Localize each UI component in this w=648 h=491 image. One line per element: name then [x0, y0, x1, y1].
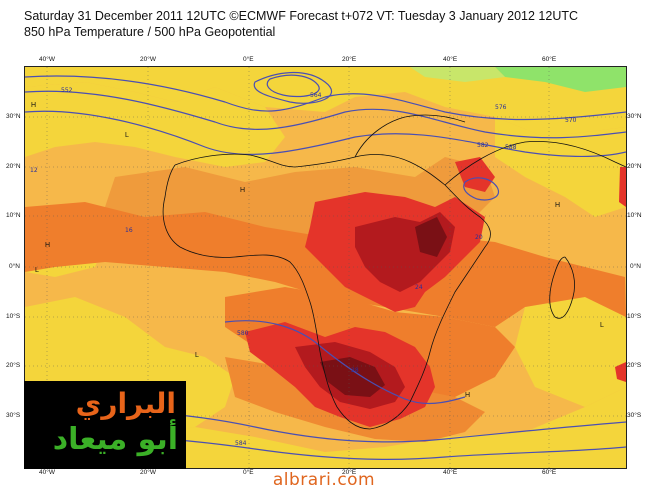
lat-label-right-10s: 10°S — [627, 313, 642, 320]
lat-label-right-10n: 10°N — [627, 212, 642, 219]
contour-label: 564 — [310, 92, 322, 99]
lon-label-top-40w: 40°W — [39, 56, 55, 63]
lon-label-top-0e: 0°E — [243, 56, 254, 63]
lat-label-right-30n: 30°N — [627, 113, 642, 120]
lat-label-left-30n: 30°N — [6, 113, 21, 120]
lon-label-top-20w: 20°W — [140, 56, 156, 63]
cool-patch-lightgreen — [410, 67, 505, 82]
cool-region-indian-ocean — [515, 297, 626, 407]
contour-label: 16 — [125, 227, 133, 234]
low-pressure-marker: L — [600, 322, 604, 329]
lat-label-left-10n: 10°N — [6, 212, 21, 219]
lat-label-left-20n: 20°N — [6, 163, 21, 170]
mediterranean-coast — [354, 114, 466, 158]
extreme-heat-core-north — [415, 217, 447, 257]
contour-label: 570 — [565, 117, 577, 124]
lat-label-left-10s: 10°S — [6, 313, 21, 320]
lat-label-left-20s: 20°S — [6, 362, 21, 369]
contour-line — [463, 177, 499, 201]
contour-line — [224, 320, 466, 405]
contour-label: 20 — [475, 234, 483, 241]
lat-label-right-20s: 20°S — [627, 362, 642, 369]
graticule — [25, 67, 626, 468]
contour-line — [25, 110, 626, 158]
cool-region-north-atlantic — [25, 82, 285, 167]
lon-label-bottom-40w: 40°W — [39, 469, 55, 476]
contour-label: 582 — [477, 142, 489, 149]
lat-label-right-0n: 0°N — [630, 263, 641, 270]
contour-label: 576 — [495, 104, 507, 111]
lon-label-bottom-20e: 20°E — [342, 469, 357, 476]
high-pressure-marker: H — [45, 242, 50, 249]
cold-patch-green — [495, 67, 626, 92]
map-title: Saturday 31 December 2011 12UTC ©ECMWF F… — [24, 8, 578, 40]
high-pressure-marker: H — [31, 102, 36, 109]
contour-label: 24 — [415, 284, 423, 291]
lon-label-top-60e: 60°E — [542, 56, 557, 63]
lon-label-top-40e: 40°E — [443, 56, 458, 63]
high-pressure-marker: H — [240, 187, 245, 194]
lat-label-left-0n: 0°N — [9, 263, 20, 270]
contour-label: 580 — [237, 330, 249, 337]
lon-label-bottom-60e: 60°E — [542, 469, 557, 476]
watermark-line-1: البراري — [75, 387, 176, 420]
watermark-logo: البراري أبو ميعاد — [24, 381, 186, 469]
extreme-heat-core-south — [320, 357, 385, 397]
contour-line — [25, 90, 626, 139]
lon-label-bottom-0e: 0°E — [243, 469, 254, 476]
watermark-line-2: أبو ميعاد — [52, 422, 178, 457]
coastlines — [162, 114, 626, 430]
cool-band-north — [25, 67, 626, 137]
high-pressure-marker: H — [555, 202, 560, 209]
arabia-coast — [444, 141, 626, 186]
contour-labels: 552 564 576 588 12 16 20 24 28 580 584 5… — [30, 87, 577, 447]
hot-patch-madagascar-east — [615, 362, 626, 382]
madagascar-coast — [549, 256, 575, 319]
low-pressure-marker: L — [35, 267, 39, 274]
lon-label-top-20e: 20°E — [342, 56, 357, 63]
site-name: albrari.com — [272, 470, 376, 490]
fields-line: 850 hPa Temperature / 500 hPa Geopotenti… — [24, 25, 276, 39]
lat-label-left-30s: 30°S — [6, 412, 21, 419]
high-pressure-marker: H — [465, 392, 470, 399]
contour-label: 28 — [351, 367, 359, 374]
contour-label: 588 — [505, 144, 517, 151]
lon-label-bottom-40e: 40°E — [443, 469, 458, 476]
contour-label: 552 — [61, 87, 73, 94]
lon-label-bottom-20w: 20°W — [140, 469, 156, 476]
contour-label: 584 — [235, 440, 247, 447]
forecast-line: Saturday 31 December 2011 12UTC ©ECMWF F… — [24, 9, 579, 23]
lat-label-right-20n: 20°N — [627, 163, 642, 170]
pressure-centers: H L H H L L H H L — [31, 102, 604, 399]
contour-line — [25, 75, 626, 121]
low-pressure-marker: L — [125, 132, 129, 139]
lat-label-right-30s: 30°S — [627, 412, 642, 419]
contour-line — [253, 71, 333, 104]
low-pressure-marker: L — [195, 352, 199, 359]
contour-label: 12 — [30, 167, 38, 174]
contour-line — [266, 74, 320, 98]
hot-patch-east-edge — [619, 167, 626, 207]
